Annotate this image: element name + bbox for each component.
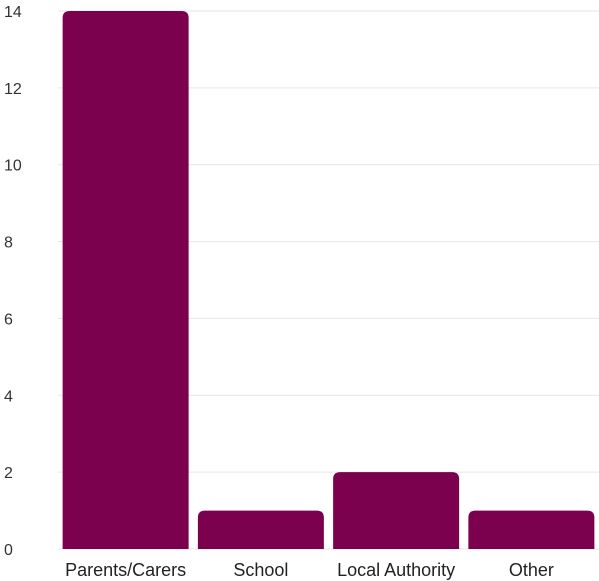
- y-axis-ticks: 0 2 4 6 8 10 12 14: [4, 4, 22, 559]
- y-tick-label: 14: [4, 4, 22, 21]
- y-tick-label: 8: [4, 235, 13, 252]
- bar-parents-carers: [62, 11, 189, 549]
- y-tick-label: 12: [4, 81, 22, 98]
- y-tick-label: 10: [4, 158, 22, 175]
- y-tick-label: 4: [4, 388, 13, 405]
- y-tick-label: 2: [4, 465, 13, 482]
- bar-layer: [62, 11, 595, 549]
- x-category-label: Other: [509, 560, 554, 580]
- y-tick-label: 0: [4, 542, 13, 559]
- x-category-label: School: [233, 560, 288, 580]
- bar-other: [468, 510, 595, 549]
- x-category-label: Local Authority: [337, 560, 455, 580]
- y-tick-label: 6: [4, 311, 13, 328]
- bar-local-authority: [333, 472, 460, 549]
- x-axis-categories: Parents/Carers School Local Authority Other: [65, 560, 554, 580]
- x-category-label: Parents/Carers: [65, 560, 186, 580]
- bar-school: [197, 510, 324, 549]
